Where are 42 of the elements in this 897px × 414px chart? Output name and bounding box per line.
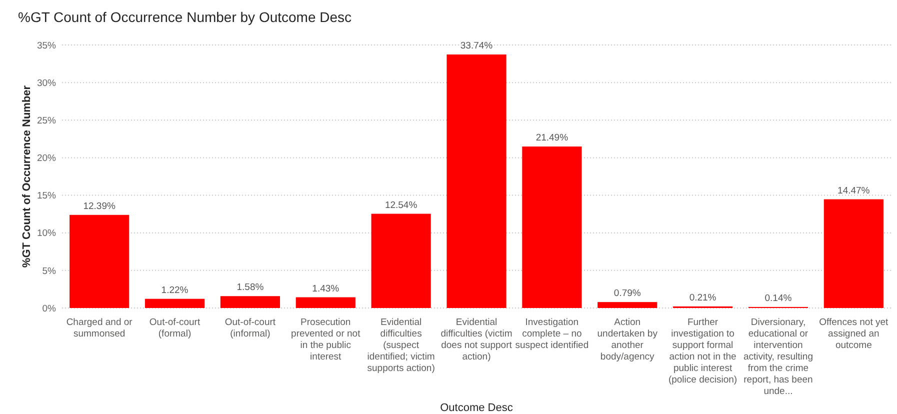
data-label: 1.22% (161, 284, 189, 296)
data-label: 14.47% (838, 185, 870, 196)
data-label: 0.14% (764, 292, 792, 304)
x-tick-label: Out-of-court (formal) (149, 317, 200, 340)
data-label: 0.79% (614, 288, 642, 300)
data-label: 0.21% (689, 292, 717, 304)
bar (371, 214, 431, 308)
y-tick-label: 0% (42, 303, 57, 314)
y-tick-label: 35% (36, 40, 57, 52)
x-tick-label: Charged and or summonsed (66, 317, 132, 340)
chart-title: %GT Count of Occurrence Number by Outcome Desc (18, 9, 352, 25)
x-tick-label: Investigation complete – no suspect identified (515, 317, 589, 351)
bar (824, 199, 884, 308)
x-tick-label: Diversionary, educational or intervention activity, resulting from the crime report, has been unde... (743, 317, 813, 397)
y-tick-label: 10% (36, 228, 57, 240)
bar (70, 214, 130, 308)
x-tick-label: Evidential difficulties (victim does not support action) (440, 317, 512, 362)
bar (446, 54, 506, 308)
x-tick-label: Offences not yet assigned an outcome (819, 317, 889, 351)
data-label: 33.74% (460, 40, 494, 52)
bar (144, 298, 205, 308)
y-tick-label: 20% (36, 153, 57, 164)
bar (522, 146, 582, 308)
y-tick-label: 25% (36, 115, 57, 126)
data-label: 12.54% (384, 200, 418, 211)
y-axis-title: %GT Count of Occurrence Number (21, 84, 33, 268)
x-tick-label: Further investigation to support formal action not in the public interest (police decision) (668, 317, 738, 386)
data-label: 1.58% (236, 282, 264, 294)
bar (220, 296, 280, 308)
x-tick-label: Prosecution prevented or not in the public interest (291, 317, 361, 362)
bar (296, 297, 356, 308)
data-label: 21.49% (536, 132, 569, 144)
data-label: 12.39% (83, 200, 116, 212)
y-tick-label: 15% (36, 190, 57, 202)
y-tick-label: 5% (42, 266, 57, 277)
x-tick-label: Out-of-court (informal) (224, 317, 276, 340)
x-axis-title: Outcome Desc (440, 402, 514, 414)
x-tick-label: Action undertaken by another body/agency (597, 317, 658, 362)
bar (598, 302, 658, 308)
data-label: 1.43% (312, 283, 340, 294)
x-tick-label: Evidential difficulties (suspect identified; victim supports action) (367, 317, 435, 374)
y-tick-label: 30% (36, 78, 57, 89)
